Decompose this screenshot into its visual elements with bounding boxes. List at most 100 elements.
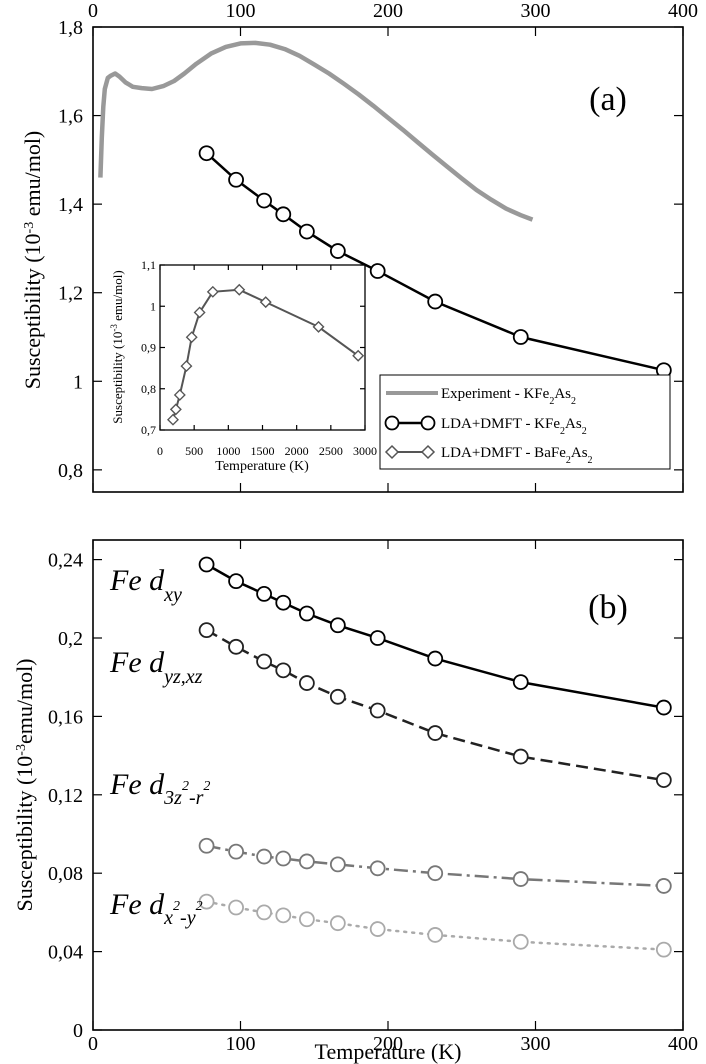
panel-b-ytick-label: 0,16	[48, 706, 83, 728]
d3z2r2-point	[427, 865, 444, 882]
panel-b-ytick-label: 0	[73, 1020, 83, 1042]
dxy-point	[369, 630, 386, 646]
panel-b-xtick-label: 0	[88, 1033, 98, 1055]
dxy-point	[275, 594, 292, 611]
dyzxz-point	[655, 772, 672, 788]
inset-xtick-label: 0	[157, 444, 163, 458]
dxy-point	[512, 674, 529, 690]
orbital-label-dx2y2: Fe dx2-y2	[109, 888, 203, 929]
panel-b-ytick-label: 0,04	[48, 942, 83, 964]
inset-ytick-label: 0,7	[141, 423, 156, 437]
kfe2as2-point	[256, 192, 273, 209]
panel-b-ytick-label: 0,2	[58, 628, 83, 650]
panel-a-ytick-label: 1,8	[58, 17, 83, 39]
d3z2r2-point	[512, 871, 529, 887]
dyzxz-point	[329, 688, 346, 705]
inset-xtick-label: 2500	[319, 444, 343, 458]
dyzxz-point	[198, 622, 215, 639]
panel-a-ytick-label: 0,8	[58, 460, 83, 482]
panel-a-xtick-label: 400	[668, 0, 698, 22]
panel-a-ticks: 0 100 200 300 400 0,8 1 1,2 1,4 1,6 1,8	[58, 0, 698, 492]
d3z2r2-point	[329, 856, 346, 873]
bafe2as2-point	[173, 388, 186, 401]
d3z2r2-point	[275, 850, 292, 867]
orbital-label-d3z2r2: Fe d3z2-r2	[109, 768, 210, 809]
d3z2r2-point	[369, 860, 386, 877]
dx2y2-point	[655, 941, 672, 958]
dxy-point	[427, 650, 444, 667]
panel-b-xtick-label: 100	[226, 1033, 256, 1055]
inset-xtick-label: 1500	[251, 444, 275, 458]
dx2y2-point	[198, 893, 215, 910]
panel-a-ytick-label: 1,6	[58, 106, 83, 128]
dx2y2-point	[427, 927, 444, 943]
bafe2as2-point	[166, 413, 179, 426]
bafe2as2-point	[180, 360, 193, 373]
panel-a-ytick-label: 1,4	[58, 194, 83, 216]
orbital-label-dxy: Fe dxy	[109, 564, 182, 606]
panel-a-xtick-label: 200	[373, 0, 403, 22]
dx2y2-point	[228, 899, 244, 916]
panel-b-series	[198, 556, 672, 958]
bafe2as2-point	[169, 403, 182, 416]
panel-b-frame	[92, 539, 684, 1031]
inset-ytick-label: 1,1	[141, 258, 156, 272]
panel-a-frame	[92, 26, 684, 493]
panel-b-ytick-label: 0,08	[48, 863, 83, 885]
panel-b-xtick-label: 200	[373, 1033, 403, 1055]
inset-series	[166, 283, 365, 426]
kfe2as2-point	[298, 223, 315, 240]
d3z2r2-point	[228, 843, 244, 860]
dyzxz-point	[512, 748, 529, 765]
inset-xtick-label: 1000	[216, 444, 240, 458]
series-dyzxz-line	[205, 629, 665, 782]
inset-ytick-label: 1	[150, 299, 156, 313]
orbital-label-dyzxz: Fe dyz,xz	[109, 646, 203, 688]
legend-entry-kfe2as2: LDA+DMFT - KFe2As2	[441, 416, 587, 437]
kfe2as2-point	[427, 293, 444, 310]
panel-a-ytick-label: 1,2	[58, 283, 83, 305]
panel-b-xlabel: Temperature (K)	[315, 1039, 462, 1064]
kfe2as2-point	[329, 243, 346, 259]
dx2y2-point	[369, 921, 386, 937]
dyzxz-point	[369, 702, 386, 719]
panel-a-xtick-label: 0	[88, 0, 98, 22]
inset-xlabel: Temperature (K)	[215, 459, 309, 474]
legend-marker-bafe2as2-right	[420, 444, 436, 460]
dyzxz-point	[256, 653, 273, 670]
dxy-point	[655, 699, 672, 716]
legend-entry-bafe2as2: LDA+DMFT - BaFe2As2	[441, 445, 593, 466]
d3z2r2-point	[256, 848, 273, 865]
d3z2r2-point	[298, 853, 315, 870]
bafe2as2-point	[352, 349, 365, 362]
series-experiment-line	[98, 40, 534, 222]
bafe2as2-point	[193, 306, 206, 319]
dyzxz-point	[275, 662, 292, 679]
panel-b-ylabel: Susceptibility (10-3emu/mol)	[12, 658, 37, 911]
inset-ytick-label: 0,9	[141, 341, 156, 355]
inset-ylabel: Susceptibility (10-3 emu/mol)	[109, 270, 125, 423]
dxy-point	[228, 573, 244, 590]
dxy-point	[256, 586, 273, 602]
panel-a-xtick-label: 100	[226, 0, 256, 22]
dxy-point	[298, 605, 315, 622]
dyzxz-point	[427, 725, 444, 741]
panel-b-xtick-label: 400	[668, 1033, 698, 1055]
inset-background	[160, 265, 365, 430]
panel-b-ytick-label: 0,24	[48, 550, 83, 572]
inset-xtick-label: 2000	[285, 444, 309, 458]
panel-b: 0 100 200 300 400 0 0,04 0,08 0,12 0,16 0,2 0,24 (b…	[12, 539, 698, 1064]
dxy-point	[329, 617, 346, 634]
dx2y2-point	[512, 933, 529, 950]
inset-frame	[159, 264, 366, 431]
inset-ytick-label: 0,8	[141, 382, 156, 396]
panel-b-ytick-label: 0,12	[48, 785, 83, 807]
dyzxz-point	[228, 638, 244, 655]
panel-a: 0 100 200 300 400 0,8 1 1,2 1,4 1,6 1,8 (a) Suscep…	[20, 0, 698, 493]
series-dx2y2-line	[205, 900, 666, 951]
series-kfe2as2-line	[205, 152, 665, 372]
panel-a-ylabel: Susceptibility (10-3 emu/mol)	[20, 131, 45, 390]
bafe2as2-point	[312, 320, 325, 333]
bafe2as2-point	[233, 283, 246, 296]
